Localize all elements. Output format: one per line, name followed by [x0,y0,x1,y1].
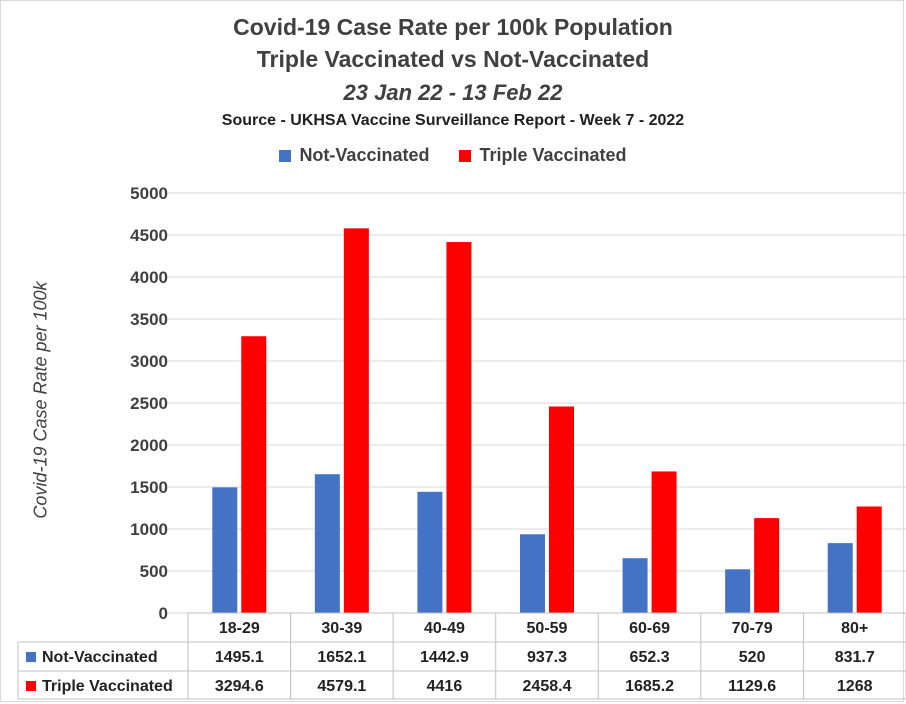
bar-not-vaccinated-50-59 [520,534,545,613]
x-category-label-80: 80+ [841,620,868,637]
bar-triple-vaccinated-80 [856,506,882,613]
data-label-triple-vaccinated-70-79: 1129.6 [728,678,776,695]
x-category-label-40-49: 40-49 [424,620,465,637]
legend-swatch-triple-vaccinated [459,149,472,162]
data-label-triple-vaccinated-30-39: 4579.1 [317,678,366,695]
bar-not-vaccinated-40-49 [417,491,443,613]
bar-triple-vaccinated-70-79 [754,518,780,613]
bar-triple-vaccinated-60-69 [651,471,677,613]
y-tick-label-5000: 5000 [130,184,168,203]
legend-item-triple-vaccinated: Triple Vaccinated [459,145,627,166]
data-label-not-vaccinated-80: 831.7 [835,649,875,666]
data-label-triple-vaccinated-80: 1268 [837,678,873,695]
y-tick-label-2000: 2000 [130,436,168,455]
y-tick-label-1000: 1000 [130,520,168,539]
bar-triple-vaccinated-30-39 [343,228,369,614]
table-swatch-not-vaccinated [26,652,36,662]
data-label-not-vaccinated-30-39: 1652.1 [317,649,366,666]
x-category-label-50-59: 50-59 [527,620,568,637]
data-label-not-vaccinated-70-79: 520 [739,649,766,666]
y-tick-label-3500: 3500 [130,310,168,329]
bar-not-vaccinated-70-79 [725,569,751,613]
bar-triple-vaccinated-40-49 [446,242,472,613]
bar-not-vaccinated-60-69 [622,558,648,613]
table-swatch-triple-vaccinated [26,681,36,691]
y-tick-label-500: 500 [140,562,168,581]
data-label-triple-vaccinated-40-49: 4416 [427,678,463,695]
chart-date-range: 23 Jan 22 - 13 Feb 22 [343,80,563,105]
table-row-label-triple-vaccinated: Triple Vaccinated [42,678,173,695]
data-label-not-vaccinated-40-49: 1442.9 [420,649,469,666]
x-category-label-30-39: 30-39 [321,620,362,637]
y-tick-label-4500: 4500 [130,226,168,245]
data-label-not-vaccinated-60-69: 652.3 [630,649,670,666]
bar-triple-vaccinated-50-59 [549,406,574,613]
x-category-label-60-69: 60-69 [629,620,670,637]
legend-item-not-vaccinated: Not-Vaccinated [279,145,429,166]
bar-not-vaccinated-30-39 [314,474,340,613]
y-tick-label-0: 0 [159,604,168,623]
legend-swatch-not-vaccinated [279,149,292,162]
table-row-label-not-vaccinated: Not-Vaccinated [42,649,158,666]
bar-triple-vaccinated-18-29 [241,336,267,613]
data-label-not-vaccinated-50-59: 937.3 [527,649,567,666]
y-tick-label-4000: 4000 [130,268,168,287]
chart-legend: Not-Vaccinated Triple Vaccinated [0,145,906,166]
x-category-label-70-79: 70-79 [732,620,773,637]
y-tick-label-2500: 2500 [130,394,168,413]
x-category-label-18-29: 18-29 [219,620,260,637]
chart-source: Source - UKHSA Vaccine Surveillance Repo… [221,112,685,129]
chart-title: Covid-19 Case Rate per 100k Population [233,14,673,40]
bar-not-vaccinated-18-29 [212,487,238,613]
chart-subtitle: Triple Vaccinated vs Not-Vaccinated [256,46,650,72]
data-label-not-vaccinated-18-29: 1495.1 [215,649,264,666]
data-label-triple-vaccinated-60-69: 1685.2 [625,678,674,695]
bar-not-vaccinated-80 [827,543,853,613]
y-tick-label-3000: 3000 [130,352,168,371]
y-tick-label-1500: 1500 [130,478,168,497]
data-label-triple-vaccinated-50-59: 2458.4 [523,678,572,695]
legend-label-not-vaccinated: Not-Vaccinated [299,145,430,165]
data-label-triple-vaccinated-18-29: 3294.6 [215,678,264,695]
legend-label-triple-vaccinated: Triple Vaccinated [479,145,627,165]
